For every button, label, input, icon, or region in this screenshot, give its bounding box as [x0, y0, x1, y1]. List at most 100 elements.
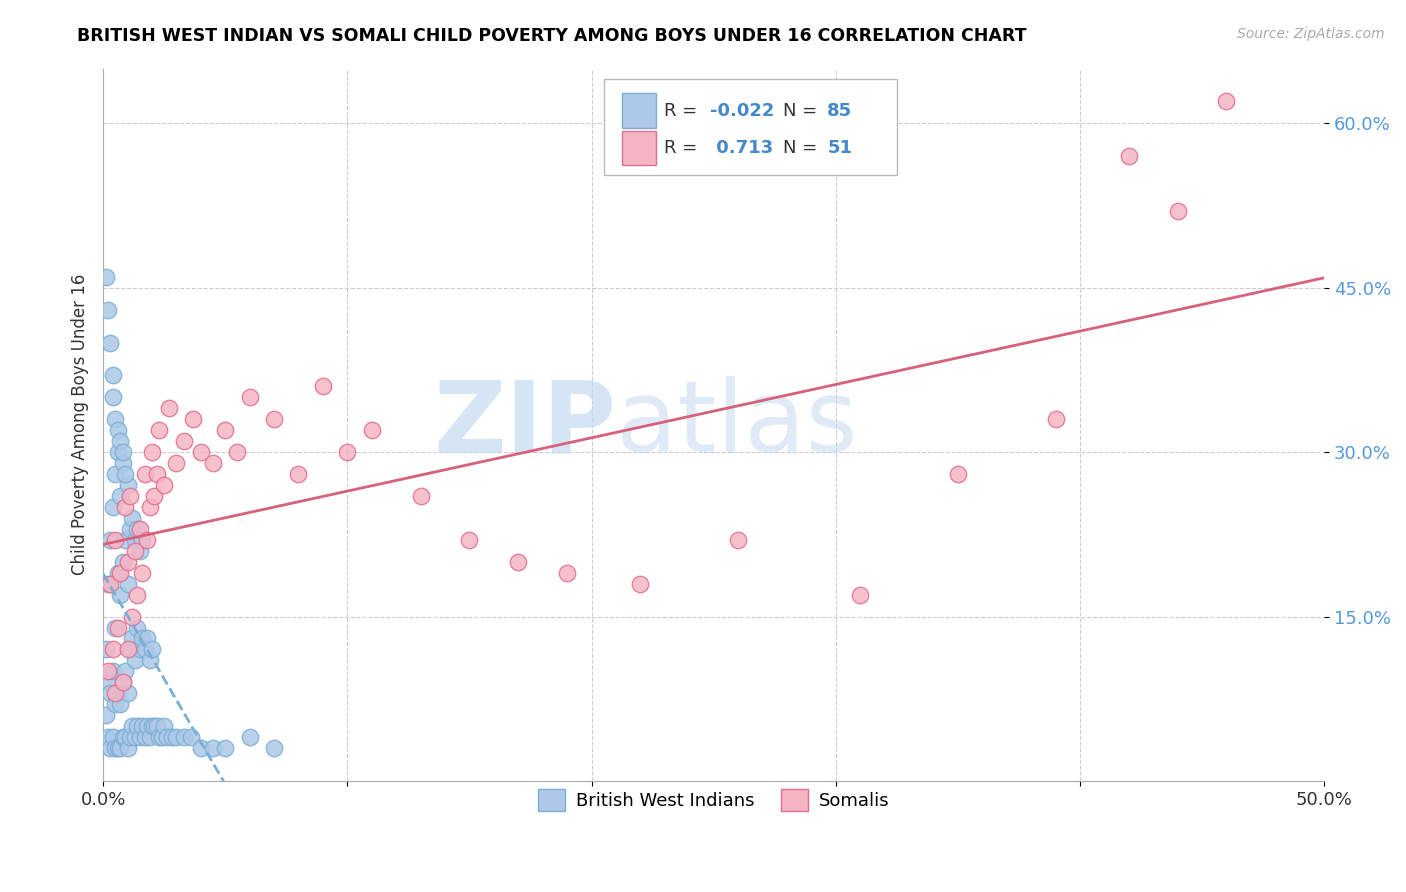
- Point: [97, 302, 120, 317]
- Point: [117, 741, 139, 756]
- Point: [110, 741, 132, 756]
- Point: [156, 730, 179, 744]
- Point: [150, 730, 173, 744]
- Point: [121, 719, 143, 733]
- Point: [110, 698, 132, 712]
- Text: -0.022: -0.022: [710, 102, 775, 120]
- Point: [173, 730, 195, 744]
- Point: [153, 719, 176, 733]
- Point: [141, 642, 163, 657]
- Point: [97, 730, 120, 744]
- Point: [190, 445, 212, 459]
- Point: [107, 566, 129, 580]
- Point: [101, 665, 124, 679]
- Point: [101, 368, 124, 383]
- Point: [1167, 204, 1189, 219]
- Text: 0.713: 0.713: [710, 138, 773, 157]
- Point: [111, 730, 134, 744]
- Point: [336, 445, 359, 459]
- Point: [111, 675, 134, 690]
- Text: ZIP: ZIP: [433, 376, 616, 474]
- Point: [111, 675, 134, 690]
- Point: [110, 434, 132, 449]
- Point: [1118, 149, 1140, 163]
- Point: [141, 719, 163, 733]
- Point: [165, 730, 187, 744]
- Point: [117, 576, 139, 591]
- Y-axis label: Child Poverty Among Boys Under 16: Child Poverty Among Boys Under 16: [72, 274, 89, 575]
- Point: [111, 555, 134, 569]
- Point: [118, 489, 141, 503]
- Point: [114, 500, 136, 514]
- Point: [110, 588, 132, 602]
- Text: 51: 51: [827, 138, 852, 157]
- Point: [458, 533, 481, 547]
- Point: [128, 544, 150, 558]
- Point: [111, 445, 134, 459]
- Point: [214, 423, 236, 437]
- Point: [127, 621, 149, 635]
- Point: [287, 467, 309, 481]
- Point: [104, 741, 127, 756]
- Point: [173, 434, 195, 449]
- Point: [1215, 95, 1237, 109]
- Point: [312, 379, 335, 393]
- Point: [117, 686, 139, 700]
- Point: [214, 741, 236, 756]
- Point: [127, 719, 149, 733]
- Point: [160, 730, 183, 744]
- Point: [409, 489, 432, 503]
- Point: [121, 609, 143, 624]
- Point: [114, 730, 136, 744]
- Point: [107, 445, 129, 459]
- Point: [628, 576, 651, 591]
- Point: [946, 467, 969, 481]
- Point: [94, 642, 117, 657]
- Point: [136, 533, 159, 547]
- Point: [107, 741, 129, 756]
- Point: [146, 467, 169, 481]
- FancyBboxPatch shape: [621, 94, 657, 128]
- Point: [118, 642, 141, 657]
- Point: [110, 489, 132, 503]
- Point: [100, 741, 122, 756]
- Point: [124, 544, 146, 558]
- Point: [127, 522, 149, 536]
- Text: Source: ZipAtlas.com: Source: ZipAtlas.com: [1237, 27, 1385, 41]
- Point: [131, 632, 153, 646]
- Point: [134, 730, 156, 744]
- Point: [508, 555, 530, 569]
- Point: [157, 401, 180, 416]
- Point: [114, 467, 136, 481]
- Point: [849, 588, 872, 602]
- Point: [183, 412, 205, 426]
- Point: [100, 533, 122, 547]
- Text: N =: N =: [783, 138, 824, 157]
- Point: [134, 642, 156, 657]
- Point: [124, 653, 146, 667]
- Point: [97, 675, 120, 690]
- Point: [146, 719, 169, 733]
- Point: [136, 632, 159, 646]
- Point: [148, 730, 170, 744]
- Point: [131, 566, 153, 580]
- Point: [165, 456, 187, 470]
- FancyBboxPatch shape: [621, 130, 657, 165]
- Text: R =: R =: [664, 138, 703, 157]
- Point: [111, 456, 134, 470]
- Point: [143, 489, 166, 503]
- Point: [104, 467, 127, 481]
- Point: [114, 665, 136, 679]
- Point: [138, 653, 160, 667]
- Point: [727, 533, 749, 547]
- Point: [101, 390, 124, 404]
- Point: [138, 500, 160, 514]
- Point: [190, 741, 212, 756]
- Point: [107, 621, 129, 635]
- Point: [124, 730, 146, 744]
- Point: [202, 741, 225, 756]
- Text: BRITISH WEST INDIAN VS SOMALI CHILD POVERTY AMONG BOYS UNDER 16 CORRELATION CHAR: BRITISH WEST INDIAN VS SOMALI CHILD POVE…: [77, 27, 1026, 45]
- Point: [110, 566, 132, 580]
- Point: [107, 423, 129, 437]
- Point: [104, 698, 127, 712]
